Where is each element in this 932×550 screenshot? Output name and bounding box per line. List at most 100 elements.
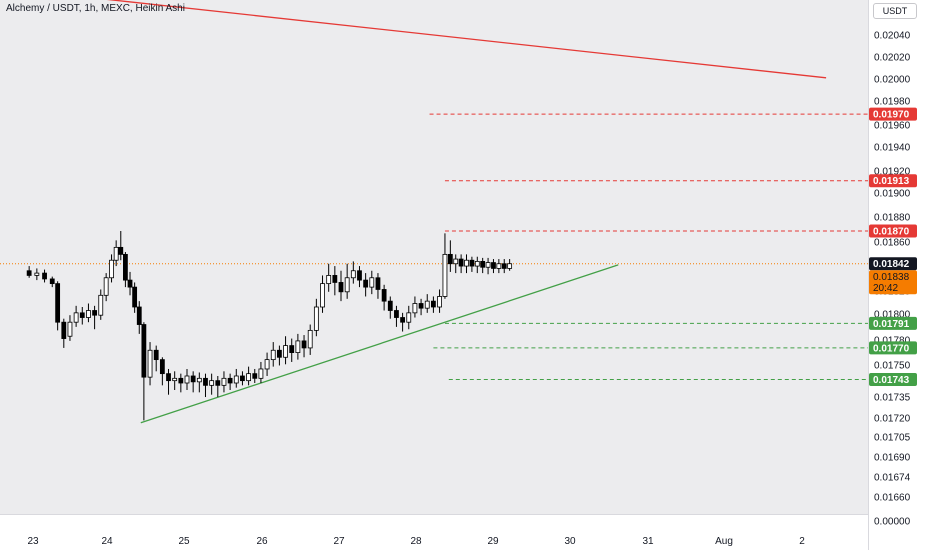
candle [86, 303, 91, 323]
time-tick-label: 24 [101, 536, 113, 547]
candle-body [103, 277, 109, 296]
candle-body [480, 260, 486, 268]
candle-body [86, 310, 91, 318]
candle-body [501, 263, 507, 269]
candle [430, 296, 436, 313]
price-tick-label: 0.01690 [874, 453, 911, 464]
candle [453, 254, 459, 274]
current-price-label: 0.01842 [869, 257, 917, 271]
time-scale[interactable] [0, 514, 868, 550]
candle [147, 342, 153, 386]
candle [381, 284, 387, 311]
time-tick-label: 29 [487, 536, 499, 547]
price-tick-label: 0.01940 [874, 143, 911, 154]
candle-body [178, 377, 184, 384]
candle [209, 373, 215, 395]
price-tick-label: 0.00000 [874, 517, 911, 528]
candle-body [258, 368, 264, 379]
candle-body [190, 375, 196, 383]
candle-body [61, 321, 67, 339]
candle [507, 259, 513, 271]
candle [79, 307, 85, 325]
candle [227, 373, 233, 391]
price-tick-label: 0.01800 [874, 310, 911, 321]
level-price-label: 0.01791 [869, 316, 917, 330]
candle-body [369, 277, 375, 288]
candle [447, 240, 453, 272]
candle-body [98, 294, 104, 316]
candle-body [184, 375, 190, 384]
candle [283, 336, 288, 365]
candle-body [196, 377, 202, 383]
candle [418, 298, 424, 316]
candle-body [92, 310, 97, 316]
svg-text:0.01842: 0.01842 [873, 259, 910, 270]
candle [98, 289, 104, 320]
candle [332, 266, 338, 296]
candle-body [375, 277, 381, 290]
currency-button[interactable]: USDT [873, 3, 917, 19]
candle [485, 257, 491, 275]
support-trendline[interactable] [140, 264, 619, 424]
candle [295, 333, 301, 360]
price-tick-label: 0.01705 [874, 433, 911, 444]
candle [166, 368, 171, 395]
candle [270, 342, 276, 367]
candle [215, 375, 221, 398]
candle-body [166, 373, 171, 382]
price-tick-label: 0.01900 [874, 189, 911, 200]
candle [301, 335, 307, 358]
candle [437, 289, 442, 313]
candle [344, 263, 350, 299]
candle-body [240, 375, 245, 382]
time-tick-label: 25 [178, 536, 190, 547]
candle [246, 366, 252, 386]
candle [159, 357, 165, 386]
candle-body [42, 272, 47, 280]
resistance-trendline[interactable] [33, 0, 827, 79]
candle [252, 368, 258, 383]
time-tick-label: 28 [410, 536, 422, 547]
candle-body [252, 373, 258, 379]
level-price-label: 0.01870 [869, 224, 917, 238]
candle [92, 305, 97, 330]
svg-text:0.01970: 0.01970 [873, 110, 910, 121]
candle-body [34, 272, 40, 276]
candle [240, 371, 245, 386]
candle [136, 301, 142, 334]
candle-body [447, 253, 453, 265]
candle-body [400, 317, 406, 323]
price-tick-label: 0.01980 [874, 97, 911, 108]
candle [394, 305, 399, 327]
candle-body [453, 258, 459, 265]
time-tick-label: 27 [333, 536, 345, 547]
candle-body [227, 377, 233, 384]
chart-area[interactable] [0, 0, 868, 514]
candle-body [132, 286, 138, 308]
candle-body [55, 283, 61, 323]
candle [26, 266, 32, 278]
price-tick-label: 0.01720 [874, 414, 911, 425]
candle-body [123, 253, 128, 281]
price-tick-label: 0.01660 [874, 493, 911, 504]
candle-body [424, 300, 430, 309]
candle-body [153, 349, 159, 361]
candle-body [264, 359, 270, 370]
candle [184, 368, 190, 391]
price-tick-label: 0.01860 [874, 238, 911, 249]
candle [178, 373, 184, 393]
candle [118, 231, 124, 261]
candle-body [442, 253, 448, 297]
level-price-label: 0.01770 [869, 341, 917, 355]
candle-body [109, 259, 114, 279]
candle [412, 296, 418, 318]
candle-body [118, 246, 124, 255]
candle-body [67, 321, 73, 337]
candle-body [49, 278, 55, 285]
candle [320, 275, 325, 313]
candle-body [127, 279, 133, 288]
candle-body [469, 259, 475, 267]
candle-body [418, 303, 424, 309]
